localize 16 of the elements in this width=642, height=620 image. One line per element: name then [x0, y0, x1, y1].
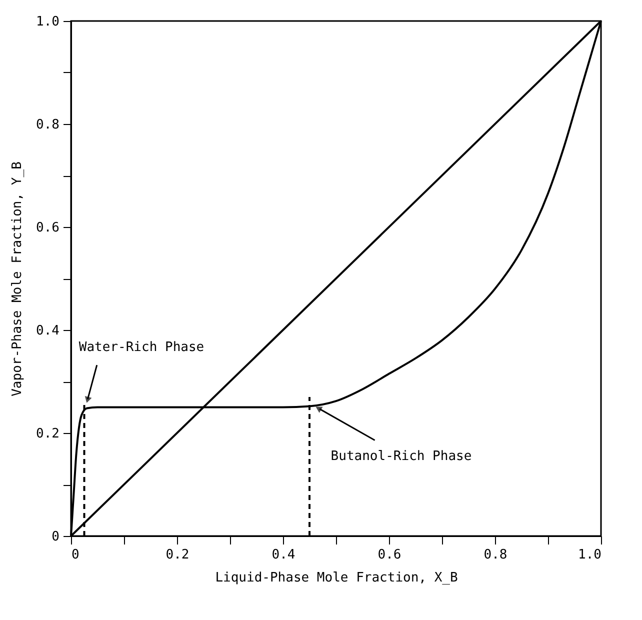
x-tick-label: 1.0: [578, 548, 602, 562]
x-tick-label: 0: [72, 548, 80, 562]
y-axis-title: Vapor-Phase Mole Fraction, Y_B: [10, 161, 26, 396]
annotation: Butanol-Rich Phase: [330, 449, 472, 464]
y-tick-label: 0.8: [36, 118, 60, 132]
y-tick-label: 0: [52, 530, 60, 544]
y-tick-label: 0.2: [36, 426, 60, 442]
x-tick-label: 0.8: [484, 548, 508, 562]
x-tick-label: 0.4: [272, 548, 296, 562]
y-tick-label: 0.4: [36, 324, 60, 338]
y-tick-label: 0.6: [36, 220, 60, 236]
x-tick-label: 0.6: [378, 548, 402, 562]
x-tick-label: 0.2: [166, 548, 190, 562]
annotation: Water-Rich Phase: [78, 340, 204, 356]
y-tick-label: 1.0: [36, 14, 60, 30]
x-axis-title: Liquid-Phase Mole Fraction, X_B: [215, 570, 458, 586]
